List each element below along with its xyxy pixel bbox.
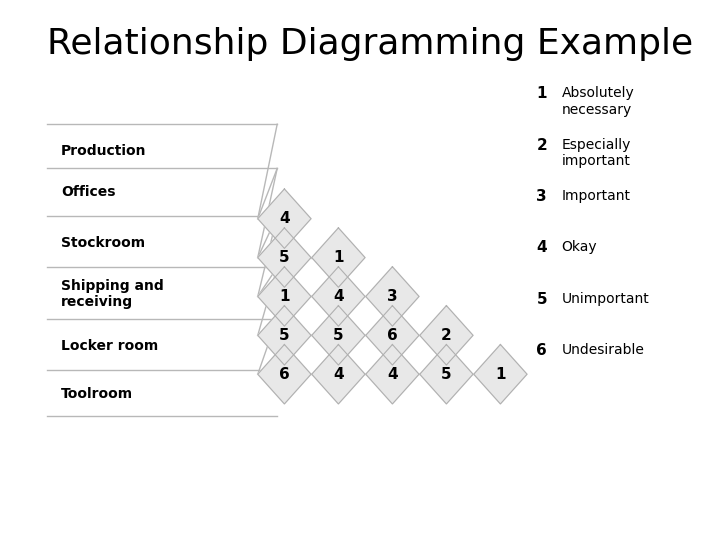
Text: 2: 2 bbox=[441, 328, 451, 343]
Text: Offices: Offices bbox=[61, 185, 116, 199]
Text: 6: 6 bbox=[536, 343, 547, 358]
Text: Shipping and
receiving: Shipping and receiving bbox=[61, 279, 164, 309]
Text: 4: 4 bbox=[387, 367, 397, 382]
Text: Important: Important bbox=[562, 189, 631, 203]
Polygon shape bbox=[366, 267, 419, 326]
Text: Production: Production bbox=[61, 144, 147, 158]
Text: 1: 1 bbox=[536, 86, 547, 102]
Text: 6: 6 bbox=[279, 367, 289, 382]
Polygon shape bbox=[420, 345, 473, 404]
Text: Undesirable: Undesirable bbox=[562, 343, 644, 357]
Text: 5: 5 bbox=[333, 328, 343, 343]
Text: 1: 1 bbox=[279, 289, 289, 304]
Polygon shape bbox=[366, 345, 419, 404]
Text: 3: 3 bbox=[387, 289, 397, 304]
Text: 3: 3 bbox=[536, 189, 547, 204]
Text: 4: 4 bbox=[279, 211, 289, 226]
Polygon shape bbox=[312, 267, 365, 326]
Text: 5: 5 bbox=[441, 367, 451, 382]
Polygon shape bbox=[312, 306, 365, 365]
Text: Unimportant: Unimportant bbox=[562, 292, 649, 306]
Text: Stockroom: Stockroom bbox=[61, 236, 145, 250]
Text: Especially
important: Especially important bbox=[562, 138, 631, 168]
Text: 4: 4 bbox=[333, 289, 343, 304]
Polygon shape bbox=[258, 306, 311, 365]
Text: Absolutely
necessary: Absolutely necessary bbox=[562, 86, 634, 117]
Polygon shape bbox=[366, 306, 419, 365]
Text: Okay: Okay bbox=[562, 240, 597, 254]
Text: 1: 1 bbox=[495, 367, 505, 382]
Text: 6: 6 bbox=[387, 328, 397, 343]
Polygon shape bbox=[258, 228, 311, 287]
Text: 5: 5 bbox=[279, 250, 289, 265]
Text: 1: 1 bbox=[333, 250, 343, 265]
Polygon shape bbox=[312, 228, 365, 287]
Text: 2: 2 bbox=[536, 138, 547, 153]
Text: 4: 4 bbox=[333, 367, 343, 382]
Polygon shape bbox=[258, 267, 311, 326]
Polygon shape bbox=[258, 345, 311, 404]
Text: 5: 5 bbox=[279, 328, 289, 343]
Polygon shape bbox=[420, 306, 473, 365]
Polygon shape bbox=[474, 345, 527, 404]
Text: 4: 4 bbox=[536, 240, 547, 255]
Polygon shape bbox=[258, 189, 311, 248]
Text: Locker room: Locker room bbox=[61, 339, 158, 353]
Text: Toolroom: Toolroom bbox=[61, 387, 133, 401]
Polygon shape bbox=[312, 345, 365, 404]
Text: 5: 5 bbox=[536, 292, 547, 307]
Text: Relationship Diagramming Example: Relationship Diagramming Example bbox=[47, 27, 693, 61]
